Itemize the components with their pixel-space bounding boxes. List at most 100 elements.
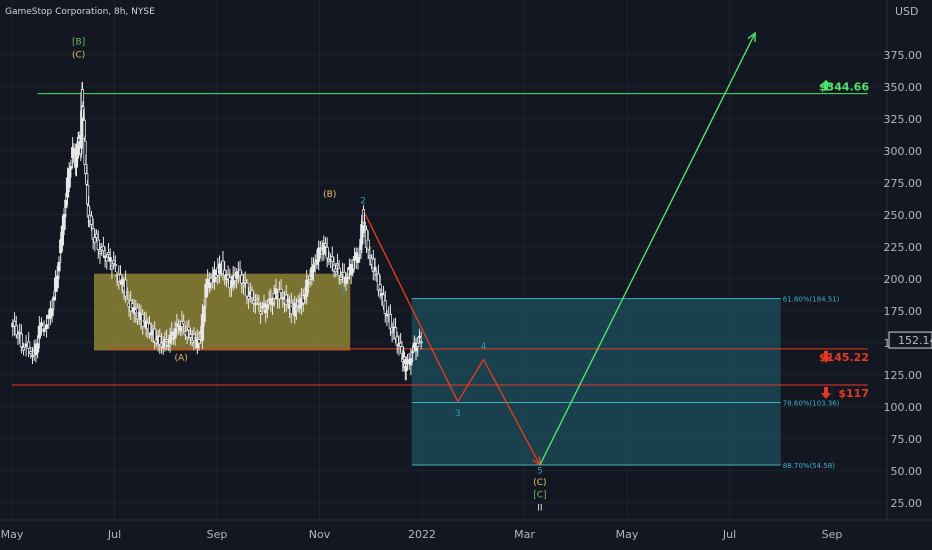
wave-label: 3	[455, 409, 461, 419]
candle-body	[364, 229, 369, 248]
candle-body	[176, 325, 181, 328]
candle-body	[310, 267, 314, 280]
candle-body	[411, 351, 415, 354]
candle-body	[289, 302, 293, 315]
candle-body	[195, 339, 199, 349]
candle-body	[149, 332, 153, 336]
wave-labels: [B] (C) (B) 2 1 (A) 3 4 5 (C) [C] II	[72, 38, 547, 514]
candle-body	[18, 332, 22, 334]
arrow-down-icon	[821, 387, 831, 400]
time-tick-label: Mar	[514, 528, 535, 541]
candle-body	[247, 296, 251, 300]
candle-body	[52, 296, 56, 301]
candle-body	[190, 339, 194, 343]
candle-body	[168, 334, 172, 344]
candle-body	[202, 306, 206, 323]
candle-body	[270, 302, 275, 306]
candle-body	[89, 215, 94, 225]
candle-body	[383, 300, 387, 314]
candle-body	[356, 256, 360, 263]
candle-body	[409, 358, 413, 366]
candle-body	[214, 274, 218, 278]
price-tick-label: 350.00	[884, 81, 923, 94]
candle-body	[166, 344, 170, 347]
candle-body	[209, 277, 213, 284]
wave-label: (A)	[175, 354, 188, 364]
candle-body	[262, 303, 266, 308]
wave-label: II	[537, 503, 542, 513]
candle-body	[264, 309, 268, 314]
candle-body	[200, 313, 205, 341]
wave-label: 4	[481, 342, 487, 352]
candle-body	[36, 343, 40, 353]
price-tick-label: 125.00	[884, 369, 923, 382]
candle-body	[180, 320, 184, 328]
candle-body	[105, 256, 109, 262]
candle-body	[257, 303, 261, 306]
chart-title: GameStop Corporation, 8h, NYSE	[5, 7, 155, 17]
candle-body	[416, 342, 420, 347]
price-tick-label: 275.00	[884, 177, 923, 190]
candle-body	[269, 298, 273, 305]
candle-body	[21, 347, 26, 351]
candle-body	[207, 280, 211, 289]
candle-body	[182, 321, 186, 324]
candle-body	[158, 336, 162, 345]
candle-body	[238, 269, 242, 277]
price-axis[interactable]: 25.0050.0075.00100.00125.00150.00175.002…	[884, 49, 923, 510]
candle-body	[106, 252, 111, 255]
price-candles	[11, 81, 423, 381]
candle-body	[393, 327, 398, 340]
candle-body	[173, 328, 177, 339]
candle-body	[334, 268, 338, 273]
price-tick-label: 250.00	[884, 209, 923, 222]
candle-body	[153, 328, 157, 342]
candle-body	[253, 303, 258, 305]
candle-body	[110, 265, 114, 270]
wave-label: 5	[537, 466, 543, 476]
candle-body	[185, 330, 189, 338]
candle-body	[170, 331, 174, 336]
candle-body	[113, 264, 117, 267]
wave-label: (C)	[72, 50, 85, 60]
candle-body	[14, 325, 18, 336]
candle-body	[96, 239, 100, 250]
candle-body	[294, 307, 299, 311]
price-tick-label: 325.00	[884, 113, 923, 126]
green-arrowhead-icon	[747, 31, 756, 43]
candle-body	[265, 304, 269, 310]
candle-body	[37, 325, 41, 339]
candle-body	[223, 269, 227, 276]
candle-body	[243, 280, 247, 283]
candle-body	[272, 293, 276, 299]
arrow-up-icon	[821, 79, 831, 91]
candle-body	[412, 342, 416, 348]
candle-body	[258, 311, 263, 315]
candle-body	[101, 245, 105, 252]
candle-body	[187, 326, 191, 331]
candle-body	[188, 334, 193, 338]
candle-body	[80, 89, 85, 107]
candle-body	[204, 284, 208, 298]
candle-body	[252, 300, 256, 304]
candle-body	[94, 233, 99, 238]
time-tick-label: Jul	[107, 528, 121, 541]
candle-body	[30, 355, 35, 357]
price-tick-label: 25.00	[891, 497, 923, 510]
candle-body	[194, 337, 198, 340]
candle-body	[98, 251, 102, 255]
time-tick-label: May	[1, 528, 24, 541]
candle-body	[317, 247, 321, 262]
candle-body	[178, 326, 182, 332]
candle-body	[91, 228, 95, 240]
candle-body	[19, 333, 23, 348]
candle-body	[245, 282, 249, 297]
current-price-value: 152.14	[898, 334, 932, 347]
candle-body	[142, 319, 146, 323]
candle-body	[55, 275, 59, 289]
candle-body	[175, 323, 179, 326]
candle-body	[318, 247, 322, 250]
time-axis[interactable]: May Jul Sep Nov 2022 Mar May Jul Sep	[1, 528, 843, 541]
time-tick-label: May	[616, 528, 639, 541]
